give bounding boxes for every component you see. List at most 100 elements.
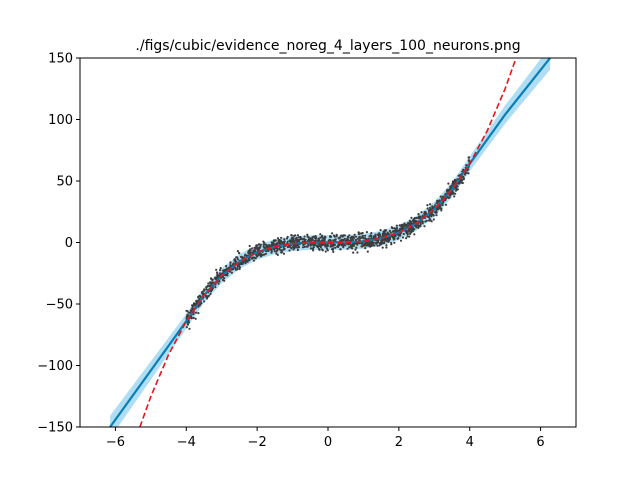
training-point — [296, 246, 299, 249]
training-point — [248, 259, 251, 262]
training-point — [350, 235, 354, 238]
training-point — [370, 234, 373, 238]
training-point — [384, 229, 387, 232]
training-point — [410, 216, 413, 219]
training-point — [348, 234, 351, 237]
training-point — [392, 230, 395, 233]
training-point — [438, 206, 441, 209]
training-point — [321, 234, 324, 237]
training-point — [395, 224, 398, 227]
training-point — [455, 185, 458, 188]
y-tick-label: 150 — [48, 52, 73, 67]
training-point — [347, 238, 350, 241]
training-point — [281, 251, 284, 254]
training-point — [306, 233, 309, 236]
training-point — [276, 237, 280, 240]
training-point — [252, 249, 255, 253]
x-tick-label: 2 — [395, 435, 403, 450]
training-point — [270, 243, 273, 246]
training-point — [406, 224, 409, 227]
training-point — [354, 248, 357, 251]
training-point — [390, 241, 393, 245]
training-point — [192, 316, 195, 320]
training-point — [195, 311, 198, 314]
training-point — [306, 235, 309, 238]
training-point — [357, 231, 360, 234]
training-point — [467, 159, 470, 162]
training-point — [290, 247, 293, 250]
training-point — [385, 244, 388, 247]
training-point — [195, 299, 198, 303]
training-point — [431, 205, 434, 208]
training-point — [350, 245, 353, 248]
training-point — [326, 249, 329, 252]
y-tick-label: −150 — [37, 421, 73, 436]
training-point — [388, 229, 391, 233]
training-point — [203, 300, 206, 303]
y-tick-label: 100 — [48, 113, 73, 128]
training-point — [356, 242, 359, 245]
training-point — [424, 220, 427, 223]
training-point — [439, 204, 442, 207]
training-point — [205, 288, 208, 291]
training-point — [351, 247, 354, 250]
training-point — [248, 244, 251, 248]
training-point — [358, 242, 361, 245]
training-point — [249, 248, 252, 251]
training-point — [346, 247, 349, 250]
training-point — [411, 228, 414, 232]
training-point — [377, 241, 380, 244]
training-point — [435, 214, 438, 217]
training-point — [381, 242, 384, 245]
training-point — [395, 227, 398, 230]
training-point — [291, 238, 294, 241]
training-point — [393, 241, 396, 244]
training-point — [343, 237, 346, 240]
training-point — [447, 182, 450, 185]
training-point — [203, 289, 206, 292]
training-point — [235, 256, 238, 259]
training-point — [200, 291, 203, 294]
training-point — [288, 249, 291, 252]
training-point — [286, 240, 289, 243]
x-tick-label: −2 — [248, 435, 267, 450]
training-point — [313, 235, 316, 238]
training-point — [252, 259, 256, 262]
training-point — [302, 243, 305, 247]
training-point — [344, 244, 347, 247]
training-point — [258, 246, 262, 249]
training-point — [280, 241, 283, 244]
training-point — [241, 262, 244, 265]
training-point — [366, 250, 369, 253]
training-point — [459, 179, 462, 182]
training-point — [329, 235, 333, 238]
training-point — [329, 245, 332, 248]
training-point — [385, 246, 388, 249]
training-point — [206, 295, 209, 298]
training-point — [264, 243, 267, 246]
training-point — [408, 219, 411, 222]
training-point — [356, 237, 359, 240]
training-point — [444, 203, 448, 206]
training-point — [339, 243, 343, 246]
training-point — [417, 226, 420, 229]
training-point — [417, 217, 420, 220]
chart-title: ./figs/cubic/evidence_noreg_4_layers_100… — [135, 38, 520, 54]
training-point — [335, 235, 338, 238]
training-point — [405, 232, 408, 235]
training-point — [421, 222, 424, 225]
training-point — [414, 219, 417, 222]
training-point — [421, 214, 424, 217]
training-point — [417, 215, 420, 218]
training-point — [362, 244, 365, 247]
training-point — [429, 207, 432, 210]
training-point — [222, 269, 225, 272]
training-point — [296, 234, 299, 237]
training-point — [280, 236, 283, 239]
training-point — [236, 250, 239, 253]
training-point — [379, 229, 382, 232]
training-point — [350, 238, 354, 241]
training-point — [420, 211, 423, 214]
training-point — [229, 270, 232, 273]
training-point — [287, 245, 290, 248]
